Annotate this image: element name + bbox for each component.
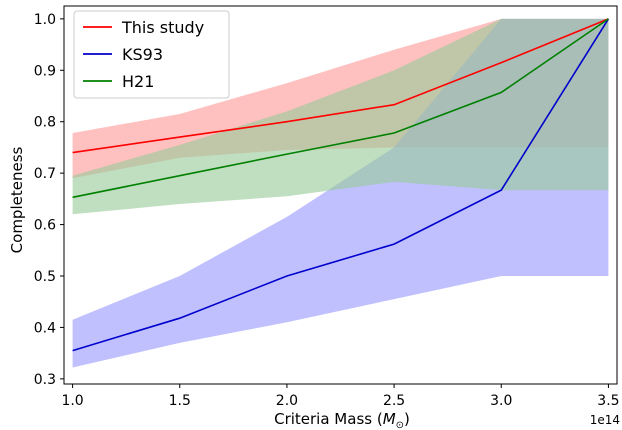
ks93-line: [72, 18, 610, 352]
y-tick-label: 0.4: [34, 320, 56, 336]
x-tick-label: 2.5: [383, 393, 405, 409]
legend-label-ks93: KS93: [122, 45, 163, 64]
y-tick-label: 0.8: [34, 115, 56, 131]
x-axis-label-close: ): [404, 410, 410, 428]
h21-band: [72, 18, 609, 215]
x-axis-label-symbol: M: [383, 410, 396, 428]
y-axis-label: Completeness: [8, 146, 26, 253]
y-tick-label: 0.3: [34, 372, 56, 388]
x-axis-label-main: Criteria Mass (: [274, 410, 383, 428]
series-lines: [72, 18, 610, 352]
x-axis-label: Criteria Mass (M⊙): [274, 410, 410, 430]
axes: 1.0 1.5 2.0 2.5 3.0 3.5 0.3 0.4 0.5 0.6 0.7 0.8 0.9 1…: [34, 5, 620, 409]
y-tick-label: 1.0: [34, 12, 56, 28]
legend-label-this-study: This study: [121, 18, 204, 37]
this-study-line: [72, 18, 609, 154]
x-tick-label: 1.5: [169, 393, 191, 409]
x-tick-label: 2.0: [276, 393, 298, 409]
y-tick-label: 0.7: [34, 166, 56, 182]
x-axis-offset-label: 1e14: [590, 413, 620, 427]
x-tick-label: 3.0: [490, 393, 512, 409]
x-tick-label: 1.0: [61, 393, 83, 409]
legend-box: [73, 10, 230, 99]
legend: This study KS93 H21: [73, 10, 230, 99]
h21-line: [72, 18, 609, 199]
legend-label-h21: H21: [122, 72, 154, 91]
plot-frame: [63, 5, 618, 385]
x-tick-label: 3.5: [597, 393, 619, 409]
x-axis-label-subscript: ⊙: [396, 420, 404, 430]
y-tick-label: 0.6: [34, 218, 56, 234]
y-tick-label: 0.9: [34, 63, 56, 79]
y-tick-label: 0.5: [34, 269, 56, 285]
uncertainty-bands: [72, 18, 609, 368]
